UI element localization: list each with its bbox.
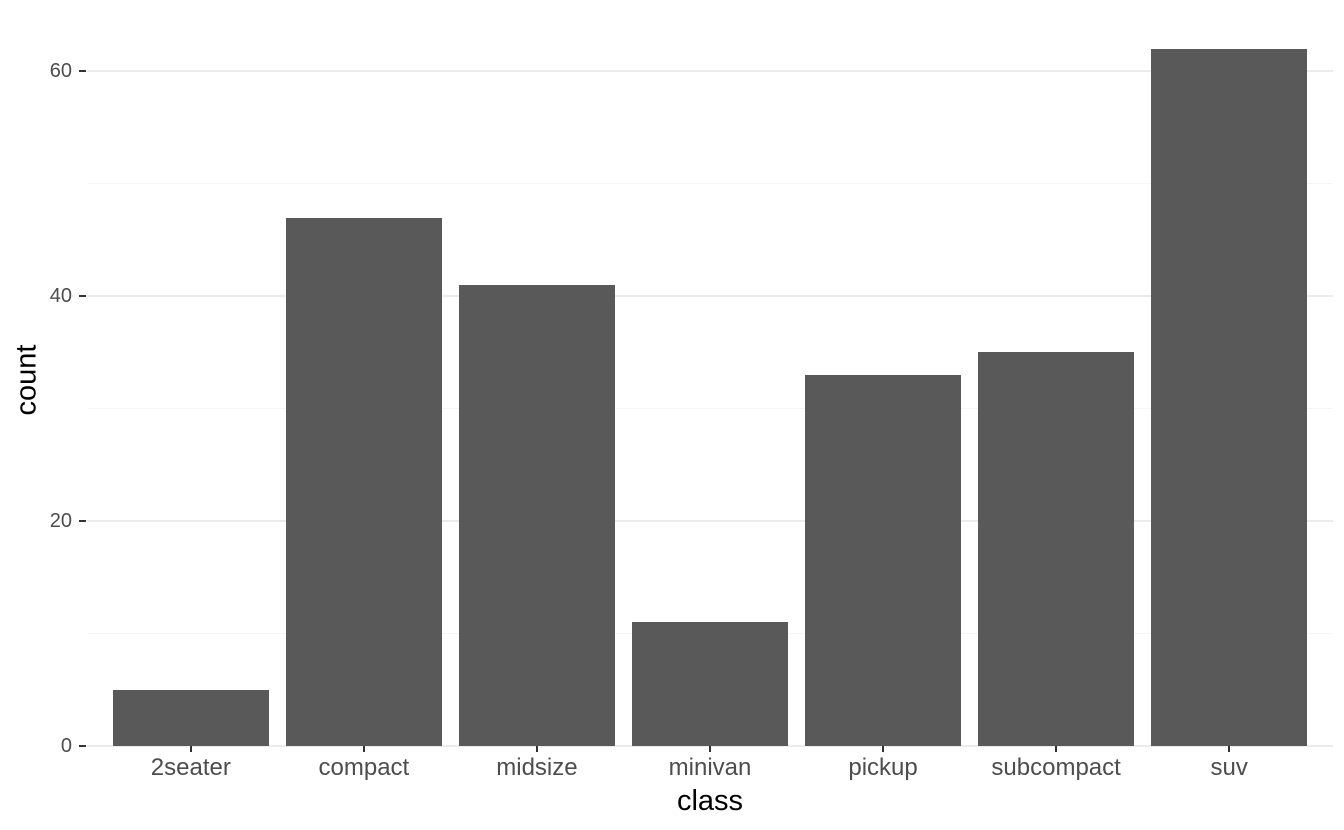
x-tick-mark-2seater (189, 746, 192, 752)
x-tick-label-subcompact: subcompact (991, 754, 1121, 781)
gridline-major-60 (87, 70, 1333, 73)
x-tick-mark-midsize (535, 746, 538, 752)
y-tick-label-0: 0 (60, 735, 72, 757)
x-axis-title: class (676, 785, 744, 817)
x-tick-mark-subcompact (1055, 746, 1058, 752)
x-tick-mark-suv (1228, 746, 1231, 752)
bar-subcompact (978, 352, 1134, 746)
x-tick-label-2seater: 2seater (150, 754, 231, 781)
y-tick-mark-0 (79, 745, 86, 747)
y-tick-label-20: 20 (49, 510, 72, 533)
y-axis-title: count (10, 344, 43, 416)
gridline-major-40 (87, 295, 1333, 298)
x-tick-mark-minivan (709, 746, 711, 752)
bar-suv (1151, 48, 1308, 746)
y-tick-label-40: 40 (49, 285, 72, 308)
x-tick-mark-compact (362, 746, 365, 752)
gridline-minor-50 (87, 183, 1333, 185)
y-tick-mark-20 (79, 520, 86, 523)
x-tick-label-minivan: minivan (668, 754, 752, 781)
y-tick-mark-40 (79, 295, 86, 298)
bar-midsize (459, 285, 615, 746)
x-tick-mark-pickup (882, 746, 885, 752)
bar-compact (286, 217, 442, 746)
y-tick-mark-60 (79, 70, 86, 73)
x-tick-label-compact: compact (318, 754, 410, 781)
bar-2seater (112, 689, 269, 746)
bar-pickup (805, 374, 961, 746)
gridline-major-20 (87, 520, 1333, 523)
x-tick-label-midsize: midsize (496, 754, 578, 781)
plot-panel (87, 14, 1333, 747)
x-tick-label-pickup: pickup (848, 754, 918, 781)
gridline-minor-30 (87, 408, 1333, 410)
x-tick-label-suv: suv (1210, 754, 1248, 781)
y-tick-label-60: 60 (49, 60, 72, 83)
bar-minivan (632, 622, 788, 746)
